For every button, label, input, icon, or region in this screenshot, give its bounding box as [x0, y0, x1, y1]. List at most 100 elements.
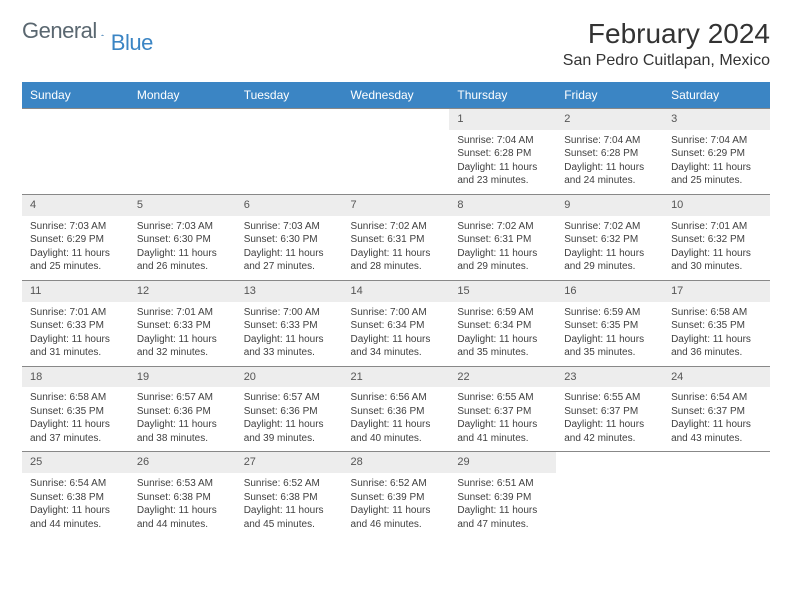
- day-number-cell: 29: [449, 452, 556, 473]
- day-number-cell: [236, 109, 343, 130]
- day-ss: Sunset: 6:34 PM: [457, 319, 548, 333]
- day-ss: Sunset: 6:36 PM: [137, 405, 228, 419]
- day-d1: Daylight: 11 hours: [244, 333, 335, 347]
- day-content-cell: Sunrise: 6:51 AMSunset: 6:39 PMDaylight:…: [449, 473, 556, 537]
- day-sr: Sunrise: 6:57 AM: [137, 391, 228, 405]
- day-ss: Sunset: 6:31 PM: [351, 233, 442, 247]
- logo-text-general: General: [22, 18, 97, 44]
- day-content-cell: Sunrise: 6:58 AMSunset: 6:35 PMDaylight:…: [22, 387, 129, 452]
- day-sr: Sunrise: 7:02 AM: [457, 220, 548, 234]
- day-ss: Sunset: 6:33 PM: [137, 319, 228, 333]
- weekday-header-row: SundayMondayTuesdayWednesdayThursdayFrid…: [22, 82, 770, 109]
- day-number-cell: 9: [556, 194, 663, 215]
- day-content-cell: Sunrise: 6:54 AMSunset: 6:38 PMDaylight:…: [22, 473, 129, 537]
- day-sr: Sunrise: 7:03 AM: [137, 220, 228, 234]
- day-number-cell: 2: [556, 109, 663, 130]
- day-d1: Daylight: 11 hours: [564, 333, 655, 347]
- day-d1: Daylight: 11 hours: [30, 504, 121, 518]
- day-content-cell: Sunrise: 6:58 AMSunset: 6:35 PMDaylight:…: [663, 302, 770, 367]
- day-ss: Sunset: 6:39 PM: [351, 491, 442, 505]
- day-d2: and 35 minutes.: [457, 346, 548, 360]
- day-sr: Sunrise: 7:02 AM: [351, 220, 442, 234]
- day-content-cell: Sunrise: 7:00 AMSunset: 6:34 PMDaylight:…: [343, 302, 450, 367]
- day-content-cell: Sunrise: 6:52 AMSunset: 6:39 PMDaylight:…: [343, 473, 450, 537]
- day-number-cell: 14: [343, 280, 450, 301]
- day-sr: Sunrise: 7:01 AM: [30, 306, 121, 320]
- day-content-cell: [343, 130, 450, 195]
- day-content-cell: Sunrise: 7:03 AMSunset: 6:29 PMDaylight:…: [22, 216, 129, 281]
- day-ss: Sunset: 6:37 PM: [564, 405, 655, 419]
- day-ss: Sunset: 6:29 PM: [671, 147, 762, 161]
- day-d1: Daylight: 11 hours: [351, 247, 442, 261]
- day-sr: Sunrise: 7:01 AM: [137, 306, 228, 320]
- day-d1: Daylight: 11 hours: [457, 504, 548, 518]
- day-d1: Daylight: 11 hours: [564, 247, 655, 261]
- day-ss: Sunset: 6:31 PM: [457, 233, 548, 247]
- day-d2: and 30 minutes.: [671, 260, 762, 274]
- day-d2: and 44 minutes.: [30, 518, 121, 532]
- day-d2: and 26 minutes.: [137, 260, 228, 274]
- day-d2: and 46 minutes.: [351, 518, 442, 532]
- day-d2: and 27 minutes.: [244, 260, 335, 274]
- day-number-cell: 3: [663, 109, 770, 130]
- day-content-cell: Sunrise: 6:54 AMSunset: 6:37 PMDaylight:…: [663, 387, 770, 452]
- day-d1: Daylight: 11 hours: [244, 247, 335, 261]
- weekday-header: Wednesday: [343, 82, 450, 109]
- day-sr: Sunrise: 7:03 AM: [30, 220, 121, 234]
- calendar-body: 12 3 Sunrise: 7:04 AMSunset: 6:28 PMDaylig…: [22, 109, 770, 538]
- day-content-cell: Sunrise: 7:01 AMSunset: 6:33 PMDaylight:…: [22, 302, 129, 367]
- day-d2: and 23 minutes.: [457, 174, 548, 188]
- day-ss: Sunset: 6:33 PM: [244, 319, 335, 333]
- day-d2: and 32 minutes.: [137, 346, 228, 360]
- day-content-cell: Sunrise: 7:04 AMSunset: 6:29 PMDaylight:…: [663, 130, 770, 195]
- day-d1: Daylight: 11 hours: [351, 333, 442, 347]
- day-number-cell: 22: [449, 366, 556, 387]
- weekday-header: Saturday: [663, 82, 770, 109]
- day-d2: and 31 minutes.: [30, 346, 121, 360]
- day-d1: Daylight: 11 hours: [671, 161, 762, 175]
- day-number-cell: 6: [236, 194, 343, 215]
- day-ss: Sunset: 6:38 PM: [244, 491, 335, 505]
- day-ss: Sunset: 6:38 PM: [137, 491, 228, 505]
- day-content-cell: [556, 473, 663, 537]
- day-d1: Daylight: 11 hours: [564, 418, 655, 432]
- day-content-cell: Sunrise: 7:01 AMSunset: 6:33 PMDaylight:…: [129, 302, 236, 367]
- day-d1: Daylight: 11 hours: [30, 418, 121, 432]
- day-number-cell: 24: [663, 366, 770, 387]
- day-ss: Sunset: 6:38 PM: [30, 491, 121, 505]
- day-number-cell: 7: [343, 194, 450, 215]
- day-d2: and 29 minutes.: [457, 260, 548, 274]
- day-d2: and 25 minutes.: [30, 260, 121, 274]
- day-sr: Sunrise: 6:54 AM: [671, 391, 762, 405]
- day-content-row: Sunrise: 6:54 AMSunset: 6:38 PMDaylight:…: [22, 473, 770, 537]
- day-d1: Daylight: 11 hours: [671, 418, 762, 432]
- day-number-cell: [129, 109, 236, 130]
- day-sr: Sunrise: 6:55 AM: [564, 391, 655, 405]
- day-d1: Daylight: 11 hours: [137, 333, 228, 347]
- day-sr: Sunrise: 6:52 AM: [244, 477, 335, 491]
- day-number-cell: 20: [236, 366, 343, 387]
- day-content-cell: Sunrise: 7:03 AMSunset: 6:30 PMDaylight:…: [129, 216, 236, 281]
- day-content-cell: Sunrise: 7:03 AMSunset: 6:30 PMDaylight:…: [236, 216, 343, 281]
- day-d1: Daylight: 11 hours: [457, 161, 548, 175]
- day-content-cell: Sunrise: 7:02 AMSunset: 6:31 PMDaylight:…: [449, 216, 556, 281]
- day-d1: Daylight: 11 hours: [351, 504, 442, 518]
- day-d2: and 42 minutes.: [564, 432, 655, 446]
- weekday-header: Friday: [556, 82, 663, 109]
- day-d2: and 39 minutes.: [244, 432, 335, 446]
- day-content-cell: Sunrise: 7:04 AMSunset: 6:28 PMDaylight:…: [449, 130, 556, 195]
- day-sr: Sunrise: 7:00 AM: [244, 306, 335, 320]
- day-content-cell: Sunrise: 6:53 AMSunset: 6:38 PMDaylight:…: [129, 473, 236, 537]
- day-number-cell: 5: [129, 194, 236, 215]
- day-ss: Sunset: 6:34 PM: [351, 319, 442, 333]
- day-ss: Sunset: 6:28 PM: [457, 147, 548, 161]
- day-number-cell: 12: [129, 280, 236, 301]
- location-label: San Pedro Cuitlapan, Mexico: [563, 52, 770, 70]
- calendar-thead: SundayMondayTuesdayWednesdayThursdayFrid…: [22, 82, 770, 109]
- day-d2: and 33 minutes.: [244, 346, 335, 360]
- day-ss: Sunset: 6:36 PM: [244, 405, 335, 419]
- day-sr: Sunrise: 6:56 AM: [351, 391, 442, 405]
- day-number-cell: 19: [129, 366, 236, 387]
- day-d1: Daylight: 11 hours: [457, 333, 548, 347]
- day-number-cell: 15: [449, 280, 556, 301]
